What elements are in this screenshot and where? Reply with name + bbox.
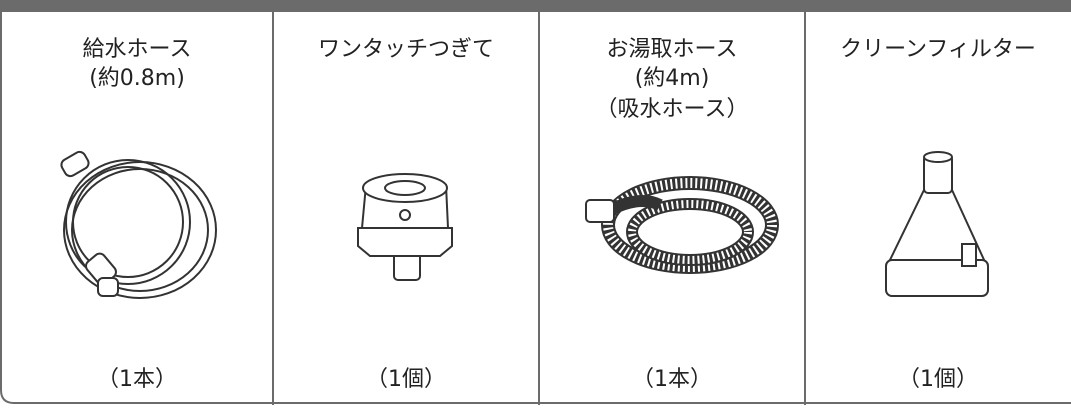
item-quantity: （1本） xyxy=(632,367,712,392)
item-name: お湯取ホース xyxy=(607,37,738,62)
coupler-illustration xyxy=(357,173,453,281)
item-name: ワンタッチつぎて xyxy=(318,37,494,62)
item-name: 給水ホース xyxy=(83,37,192,62)
hose-illustration xyxy=(60,150,217,299)
item-name: (約0.8m) xyxy=(89,66,185,91)
filter-illustration xyxy=(885,151,989,297)
item-name: (約4m) xyxy=(635,66,710,91)
table-border xyxy=(0,12,1071,404)
item-name: クリーンフィルター xyxy=(840,37,1036,62)
item-quantity: （1個） xyxy=(366,367,446,392)
column-dividers xyxy=(272,12,806,405)
item-quantity: （1本） xyxy=(97,367,177,392)
item-quantity: （1個） xyxy=(898,367,978,392)
item-name: （吸水ホース） xyxy=(596,97,749,122)
header-bar xyxy=(0,0,1071,12)
corrugated-hose-illustration xyxy=(585,176,779,274)
